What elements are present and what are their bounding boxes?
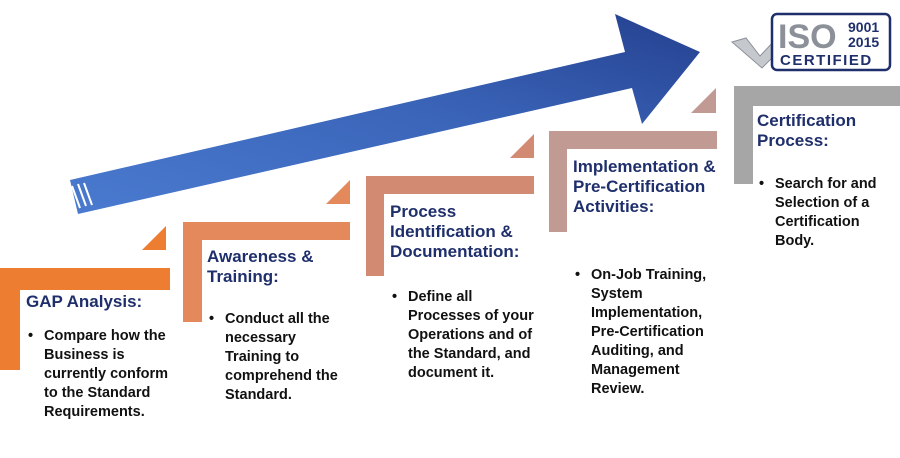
step-2-bullet: Conduct all the necessary Training to co… [207, 310, 347, 405]
step-3-bullets: Define all Processes of your Operations … [390, 288, 540, 383]
arrow-tail-stripe [71, 185, 81, 209]
step-2-title: Awareness & Training: [207, 247, 314, 286]
step-5-bullets: Search for and Selection of a Certificat… [757, 175, 893, 251]
step-1-bullet: Compare how the Business is currently co… [26, 327, 176, 422]
step-3-title: Process Identification & Documentation: [390, 202, 520, 261]
badge-year-text: 2015 [848, 34, 879, 50]
step-2-bullets: Conduct all the necessary Training to co… [207, 310, 347, 405]
step-1-bullets: Compare how the Business is currently co… [26, 327, 176, 422]
iso-badge-graphic: ISO 9001 2015 CERTIFIED [730, 12, 892, 72]
step-1-shape [0, 268, 170, 370]
arrow-tail-stripe [77, 183, 87, 207]
step-4-bullets: On-Job Training, System Implementation, … [573, 266, 723, 399]
step-1-corner [142, 226, 166, 250]
step-4-corner [691, 88, 716, 113]
step-3-corner [510, 134, 534, 158]
step-5-shape [734, 86, 900, 184]
step-4-bullet: On-Job Training, System Implementation, … [573, 266, 723, 399]
badge-frame [770, 12, 892, 72]
step-3-bullet: Define all Processes of your Operations … [390, 288, 540, 383]
step-3-shape [366, 176, 534, 276]
step-5-bullet: Search for and Selection of a Certificat… [757, 175, 893, 251]
step-5-title: Certification Process: [757, 111, 857, 150]
badge-iso-text: ISO [778, 18, 837, 56]
arrow-tail-stripe [83, 182, 93, 206]
badge-certified-text: CERTIFIED [780, 52, 873, 69]
step-4-title: Implementation & Pre-Certification Activ… [573, 157, 716, 216]
step-2-shape [183, 222, 350, 322]
badge-version-text: 9001 [848, 19, 879, 35]
progress-arrow [70, 14, 700, 214]
step-2-corner [326, 180, 350, 204]
step-4-shape [549, 131, 717, 232]
step-1-title: GAP Analysis: [26, 292, 143, 311]
iso-certified-badge: ISO 9001 2015 CERTIFIED [730, 12, 895, 76]
